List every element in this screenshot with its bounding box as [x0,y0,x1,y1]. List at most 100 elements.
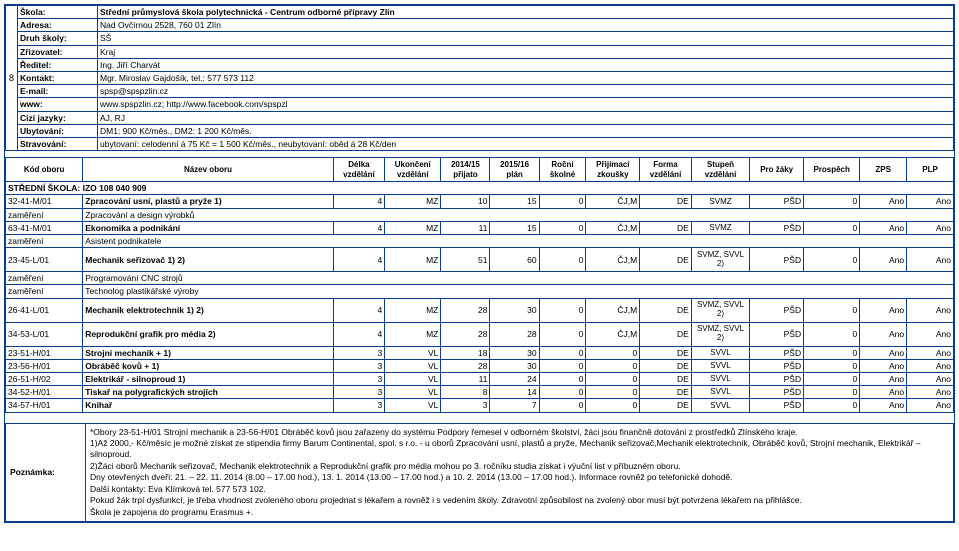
cell-delka: 4 [333,248,384,272]
cell-plp: Ano [907,322,954,346]
cell-delka: 3 [333,359,384,372]
cell-st: SVMZ, SVVL 2) [691,248,750,272]
info-label: Adresa: [18,19,98,32]
note-line: Dny otevřených dveří: 21. – 22. 11. 2014… [90,472,949,483]
cell-plp: Ano [907,399,954,412]
cell-delka: 3 [333,346,384,359]
cell-plp: Ano [907,359,954,372]
cell-nazev: Ekonomika a podnikání [83,221,333,234]
cell-pr: 0 [804,221,860,234]
col-zps: ZPS [860,158,907,182]
cell-pr: 0 [804,372,860,385]
cell-sk: 0 [539,248,586,272]
cell-st: SVVL [691,386,750,399]
cell-uk: VL [385,399,441,412]
cell-uk: MZ [385,221,441,234]
cell-p: 28 [441,322,490,346]
cell-zk: ČJ,M [586,195,640,208]
cell-p: 28 [441,359,490,372]
cell-delka: 4 [333,221,384,234]
cell-uk: VL [385,359,441,372]
note-label: Poznámka: [6,423,86,522]
cell-fo: DE [640,386,691,399]
row-nazev: Zpracování a design výrobků [83,208,954,221]
school-type: SŠ [98,32,954,45]
programs-header-row: Kód oboru Název oboru Délka vzdělání Uko… [6,158,954,182]
cell-fo: DE [640,359,691,372]
cell-nazev: Reprodukční grafik pro média 2) [83,322,333,346]
col-plp: PLP [907,158,954,182]
cell-fo: DE [640,346,691,359]
program-row: 26-41-L/01Mechanik elektrotechnik 1) 2)4… [6,298,954,322]
cell-st: SVMZ, SVVL 2) [691,298,750,322]
col-ukonceni: Ukončení vzdělání [385,158,441,182]
cell-pl: 60 [490,248,539,272]
cell-sk: 0 [539,346,586,359]
cell-nazev: Mechanik elektrotechnik 1) 2) [83,298,333,322]
col-forma: Forma vzdělání [640,158,691,182]
cell-st: SVVL [691,359,750,372]
cell-pl: 15 [490,195,539,208]
section-title: STŘEDNÍ ŠKOLA: IZO 108 040 909 [6,182,954,195]
cell-pl: 7 [490,399,539,412]
note-content: *Obory 23-51-H/01 Strojní mechanik a 23-… [86,423,954,522]
cell-kod: 23-45-L/01 [6,248,83,272]
cell-pz: PŠD [750,386,804,399]
cell-plp: Ano [907,298,954,322]
col-kod: Kód oboru [6,158,83,182]
cell-fo: DE [640,298,691,322]
cell-p: 8 [441,386,490,399]
cell-kod: 23-56-H/01 [6,359,83,372]
cell-sk: 0 [539,386,586,399]
school-www: www.spspzlin.cz; http://www.facebook.com… [98,98,954,111]
program-row: 34-57-H/01Knihař3VL3700DESVVLPŠD0AnoAno [6,399,954,412]
cell-kod: 34-53-L/01 [6,322,83,346]
cell-st: SVVL [691,399,750,412]
cell-pl: 14 [490,386,539,399]
cell-pr: 0 [804,399,860,412]
cell-p: 10 [441,195,490,208]
program-row: zaměřeníZpracování a design výrobků [6,208,954,221]
cell-p: 51 [441,248,490,272]
cell-nazev: Tiskař na polygrafických strojích [83,386,333,399]
cell-uk: VL [385,372,441,385]
row-kod: zaměření [6,235,83,248]
note-line: 2)Žáci oborů Mechanik seřizovač, Mechani… [90,461,949,472]
note-line: Škola je zapojena do programu Erasmus +. [90,507,949,518]
spacer [5,413,954,423]
cell-zk: ČJ,M [586,322,640,346]
cell-nazev: Elektrikář - silnoproud 1) [83,372,333,385]
cell-delka: 4 [333,298,384,322]
cell-zk: 0 [586,359,640,372]
cell-kod: 34-52-H/01 [6,386,83,399]
col-delka: Délka vzdělání [333,158,384,182]
cell-delka: 3 [333,399,384,412]
programs-table: Kód oboru Název oboru Délka vzdělání Uko… [5,157,954,412]
cell-sk: 0 [539,399,586,412]
cell-zps: Ano [860,322,907,346]
row-kod: zaměření [6,208,83,221]
program-row: 23-56-H/01Obráběč kovů + 1)3VL283000DESV… [6,359,954,372]
cell-pr: 0 [804,359,860,372]
cell-pl: 30 [490,346,539,359]
cell-st: SVMZ [691,195,750,208]
cell-delka: 3 [333,372,384,385]
cell-pr: 0 [804,195,860,208]
program-row: 34-52-H/01Tiskař na polygrafických stroj… [6,386,954,399]
program-row: 26-51-H/02Elektrikář - silnoproud 1)3VL1… [6,372,954,385]
cell-pz: PŠD [750,221,804,234]
cell-nazev: Obráběč kovů + 1) [83,359,333,372]
school-languages: AJ, RJ [98,111,954,124]
cell-nazev: Strojní mechanik + 1) [83,346,333,359]
cell-zps: Ano [860,195,907,208]
cell-nazev: Knihař [83,399,333,412]
cell-uk: VL [385,386,441,399]
cell-st: SVVL [691,346,750,359]
row-kod: zaměření [6,272,83,285]
note-line: Pokud žák trpí dysfunkcí, je třeba vhodn… [90,495,949,506]
cell-pr: 0 [804,248,860,272]
cell-pz: PŠD [750,359,804,372]
cell-plp: Ano [907,372,954,385]
cell-pl: 30 [490,359,539,372]
col-prij1516: 2015/16 plán [490,158,539,182]
